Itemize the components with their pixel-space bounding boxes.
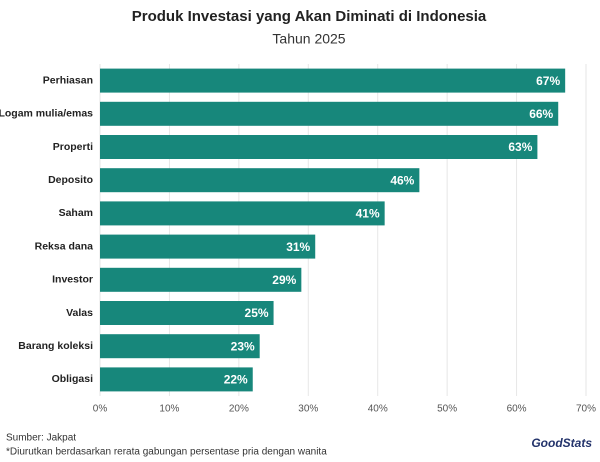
y-tick-label: Valas bbox=[66, 307, 93, 319]
bar bbox=[100, 168, 420, 193]
chart-subtitle: Tahun 2025 bbox=[272, 31, 345, 47]
value-label: 41% bbox=[356, 207, 380, 221]
y-tick-label: Logam mulia/emas bbox=[0, 108, 93, 120]
x-tick-label: 50% bbox=[437, 404, 457, 415]
x-tick-label: 70% bbox=[576, 404, 596, 415]
chart-title: Produk Investasi yang Akan Diminati di I… bbox=[132, 8, 487, 25]
y-tick-label: Saham bbox=[59, 207, 93, 219]
bar bbox=[100, 267, 302, 292]
value-label: 67% bbox=[536, 74, 560, 88]
bar bbox=[100, 68, 566, 93]
y-tick-label: Obligasi bbox=[52, 373, 94, 385]
x-tick-label: 10% bbox=[159, 404, 179, 415]
value-label: 22% bbox=[224, 373, 248, 387]
y-tick-label: Deposito bbox=[48, 174, 93, 186]
y-tick-label: Perhiasan bbox=[43, 74, 93, 86]
value-label: 23% bbox=[231, 339, 255, 353]
bar bbox=[100, 135, 538, 159]
y-tick-label: Properti bbox=[53, 141, 93, 153]
x-tick-label: 0% bbox=[93, 404, 108, 415]
value-label: 66% bbox=[529, 107, 553, 121]
x-tick-label: 30% bbox=[298, 404, 318, 415]
bar bbox=[100, 101, 559, 126]
logo: GoodStats bbox=[531, 436, 592, 450]
footnote: *Diurutkan berdasarkan rerata gabungan p… bbox=[6, 447, 327, 458]
value-label: 63% bbox=[508, 140, 532, 154]
value-label: 25% bbox=[245, 306, 269, 320]
value-label: 29% bbox=[272, 273, 296, 287]
x-tick-label: 40% bbox=[368, 404, 388, 415]
bar bbox=[100, 234, 316, 259]
bar bbox=[100, 334, 260, 359]
bar bbox=[100, 301, 274, 325]
y-tick-label: Reksa dana bbox=[35, 240, 94, 252]
source: Sumber: Jakpat bbox=[6, 433, 76, 444]
x-tick-label: 20% bbox=[229, 404, 249, 415]
y-tick-label: Investor bbox=[52, 274, 93, 286]
bar bbox=[100, 367, 253, 392]
x-tick-label: 60% bbox=[507, 404, 527, 415]
value-label: 46% bbox=[390, 173, 414, 187]
y-tick-label: Barang koleksi bbox=[18, 340, 93, 352]
value-label: 31% bbox=[286, 240, 310, 254]
bar bbox=[100, 201, 385, 226]
